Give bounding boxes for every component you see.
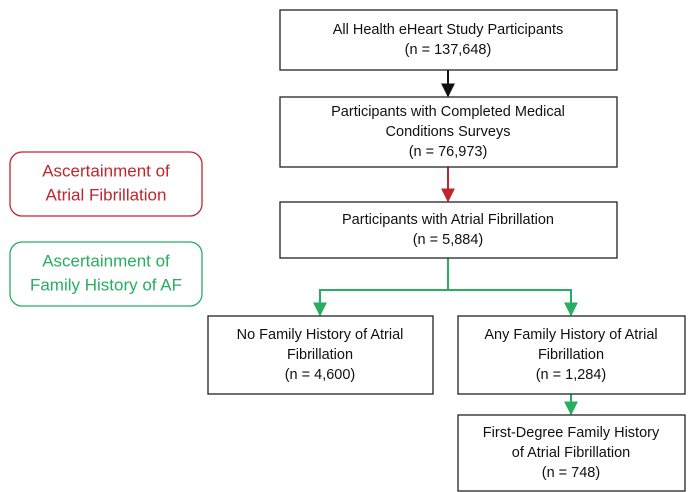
side-label: Ascertainment of [42, 161, 170, 180]
side-label: Atrial Fibrillation [46, 185, 167, 204]
node-label: No Family History of Atrial [237, 327, 404, 343]
box [279, 201, 618, 259]
box [207, 315, 434, 395]
arrow [448, 289, 578, 317]
node-label: of Atrial Fibrillation [512, 445, 630, 461]
node-label: Participants with Atrial Fibrillation [342, 212, 554, 228]
node-label: (n = 1,284) [536, 367, 607, 383]
arrow [313, 258, 449, 317]
node-label: Fibrillation [538, 347, 604, 363]
side-label: Family History of AF [30, 275, 182, 294]
node-label: (n = 4,600) [285, 367, 356, 383]
side-box [9, 151, 203, 217]
node-label: (n = 5,884) [413, 232, 484, 248]
node-label: (n = 748) [542, 465, 600, 481]
node-label: (n = 76,973) [409, 144, 488, 160]
side-label: Ascertainment of [42, 251, 170, 270]
box [279, 9, 618, 71]
box [457, 414, 686, 492]
node-label: All Health eHeart Study Participants [333, 22, 564, 38]
node-label: Conditions Surveys [386, 124, 511, 140]
node-label: Any Family History of Atrial [484, 327, 657, 343]
node-label: (n = 137,648) [405, 42, 492, 58]
node-label: First-Degree Family History [483, 425, 660, 441]
node-label: Participants with Completed Medical [331, 104, 565, 120]
side-box [9, 241, 203, 307]
box [457, 315, 686, 395]
node-label: Fibrillation [287, 347, 353, 363]
box [279, 96, 618, 168]
